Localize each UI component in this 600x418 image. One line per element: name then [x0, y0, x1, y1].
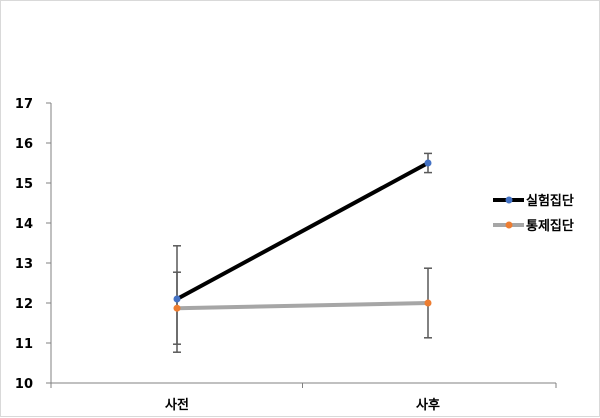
y-tick-label: 13 [15, 257, 33, 272]
series-line [175, 301, 430, 311]
y-tick-label: 11 [15, 337, 33, 352]
y-tick-label: 14 [15, 217, 33, 232]
y-tick-label: 10 [15, 377, 33, 392]
series-layer [173, 152, 432, 353]
y-axis-tick-labels: 10 11 12 13 14 15 16 17 [15, 97, 33, 392]
legend-swatch-marker [505, 221, 513, 229]
data-point [424, 299, 432, 307]
y-tick-label: 16 [15, 137, 33, 152]
y-tick-label: 12 [15, 297, 33, 312]
data-point [424, 159, 432, 167]
x-axis-tick-labels: 사전 사후 [165, 397, 440, 413]
y-tick-label: 15 [15, 177, 33, 192]
x-tick-label: 사전 [165, 397, 189, 413]
legend-label: 실험집단 [526, 193, 574, 209]
data-point [173, 295, 181, 303]
series-line [175, 161, 430, 301]
y-tick-label: 17 [15, 97, 33, 112]
legend-swatch-marker [505, 196, 513, 204]
x-tick-label: 사후 [416, 397, 440, 413]
axes [46, 102, 557, 388]
data-point [173, 304, 181, 312]
legend-label: 통제집단 [526, 218, 574, 234]
